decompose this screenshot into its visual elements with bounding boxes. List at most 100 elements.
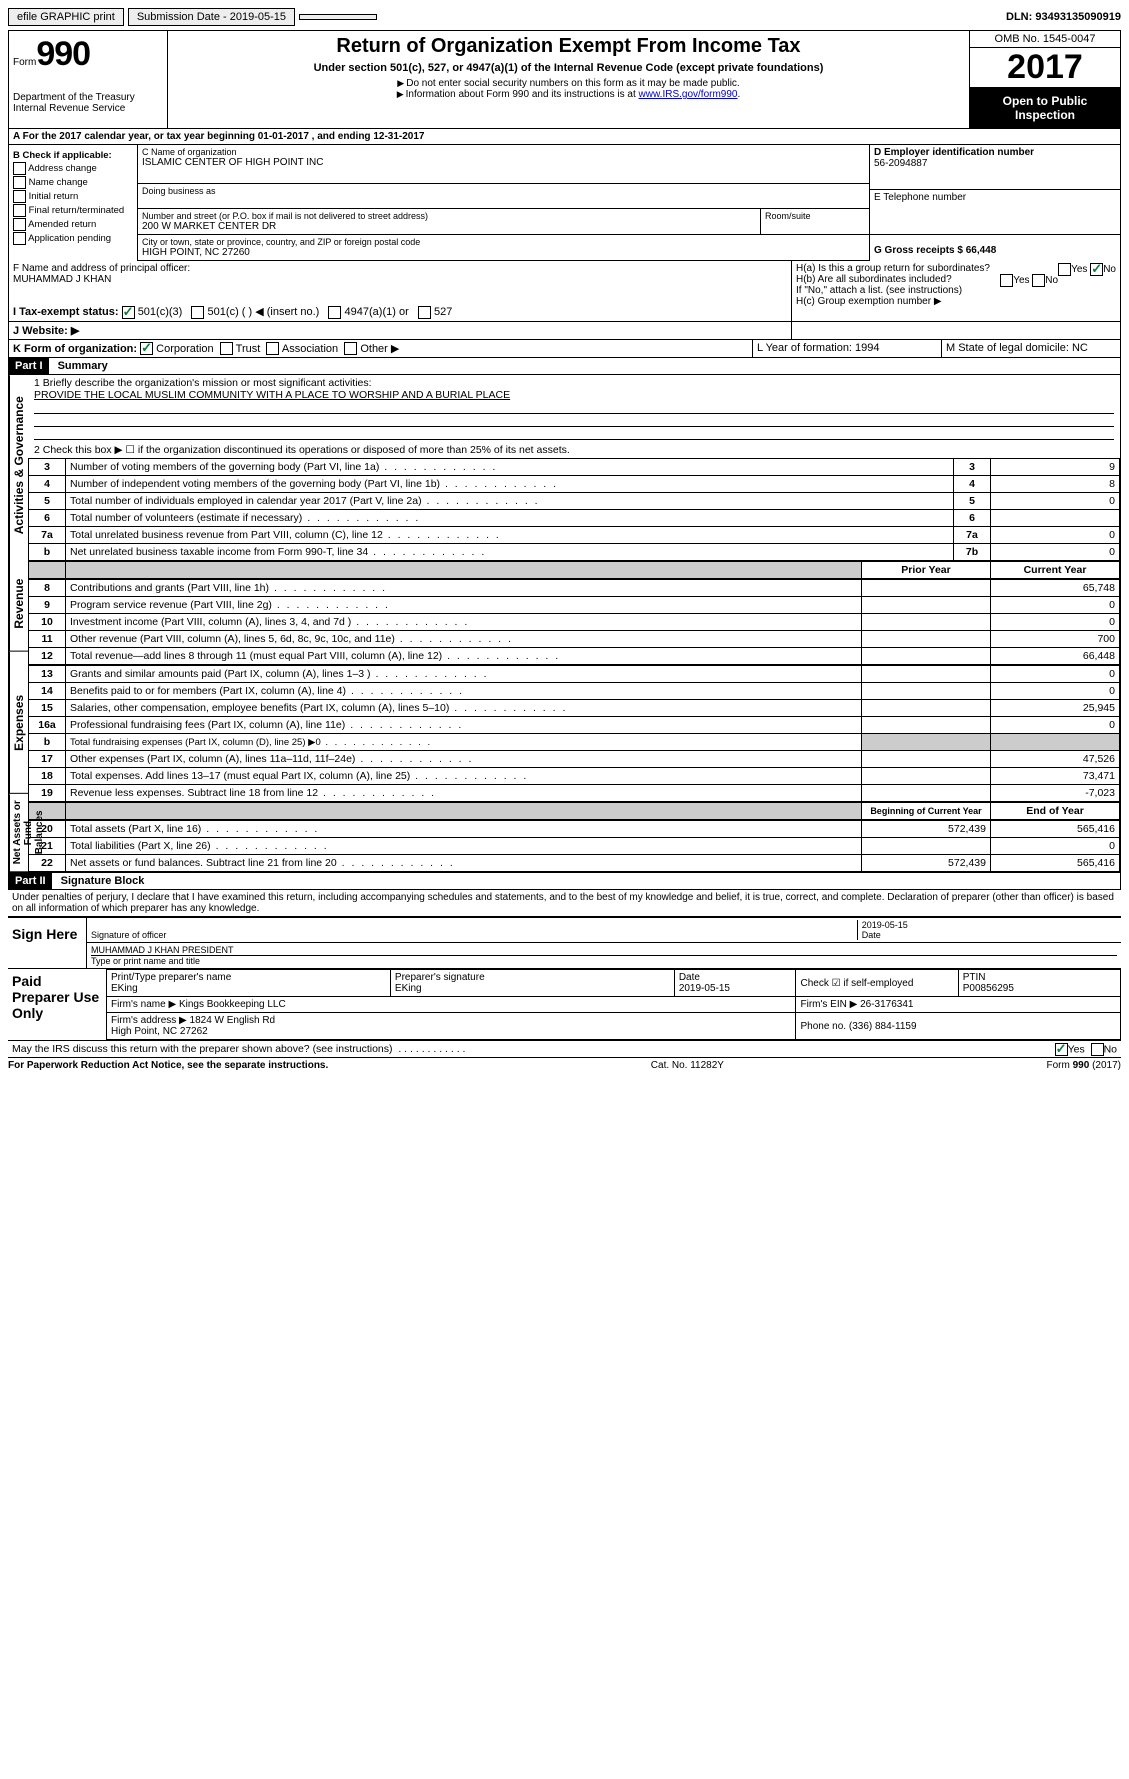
street-value: 200 W MARKET CENTER DR (142, 221, 756, 232)
line-num: 12 (29, 648, 66, 665)
room-label: Room/suite (765, 211, 865, 221)
row-f-h: F Name and address of principal officer:… (8, 261, 1121, 322)
check-name-change[interactable]: Name change (13, 176, 133, 189)
tax-year: 2017 (970, 48, 1120, 88)
line-text: Salaries, other compensation, employee b… (66, 700, 862, 717)
ha-no[interactable] (1090, 263, 1103, 276)
line-num: 16a (29, 717, 66, 734)
check-4947[interactable] (328, 306, 341, 319)
firm-addr-label: Firm's address ▶ (111, 1015, 187, 1026)
prior-value (862, 683, 991, 700)
page-footer: For Paperwork Reduction Act Notice, see … (8, 1057, 1121, 1071)
sig-date: 2019-05-15 (862, 920, 908, 930)
ein-value: 56-2094887 (874, 158, 1116, 169)
org-name-label: C Name of organization (142, 147, 865, 157)
self-employed-check[interactable]: Check ☑ if self-employed (796, 970, 958, 997)
line-num: 5 (29, 493, 66, 510)
ptin-label: PTIN (963, 972, 986, 983)
netassets-table: 20 Total assets (Part X, line 16) 572,43… (28, 820, 1120, 872)
prep-sig: EKing (395, 983, 422, 994)
irs-link[interactable]: www.IRS.gov/form990 (639, 89, 738, 100)
line-text: Grants and similar amounts paid (Part IX… (66, 666, 862, 683)
hb-no[interactable] (1032, 274, 1045, 287)
form-footer-label: Form 990 (2017) (1047, 1060, 1121, 1071)
check-other[interactable] (344, 342, 357, 355)
part2-header-row: Part II Signature Block (8, 873, 1121, 890)
line-num: 3 (29, 459, 66, 476)
part1-body: Activities & Governance Revenue Expenses… (8, 375, 1121, 873)
check-address-change[interactable]: Address change (13, 162, 133, 175)
line-text: Other expenses (Part IX, column (A), lin… (66, 751, 862, 768)
expense-table: 13 Grants and similar amounts paid (Part… (28, 665, 1120, 802)
check-initial-return[interactable]: Initial return (13, 190, 133, 203)
officer-name: MUHAMMAD J KHAN (13, 274, 787, 285)
check-501c3[interactable] (122, 306, 135, 319)
form-title: Return of Organization Exempt From Incom… (172, 35, 965, 58)
line-num: 10 (29, 614, 66, 631)
date-label: Date (862, 930, 881, 940)
header-right: OMB No. 1545-0047 2017 Open to Public In… (969, 31, 1120, 128)
firm-ein: 26-3176341 (860, 999, 913, 1010)
line-box: 5 (954, 493, 991, 510)
check-trust[interactable] (220, 342, 233, 355)
org-name: ISLAMIC CENTER OF HIGH POINT INC (142, 157, 865, 168)
header-center: Return of Organization Exempt From Incom… (168, 31, 969, 128)
row-k: K Form of organization: Corporation Trus… (8, 340, 1121, 359)
part2-title: Signature Block (55, 873, 151, 889)
line2: 2 Check this box ▶ ☐ if the organization… (28, 442, 1120, 458)
line-num: 7a (29, 527, 66, 544)
sig-officer-label: Signature of officer (91, 930, 166, 940)
line-num: 8 (29, 580, 66, 597)
submission-date-button[interactable]: Submission Date - 2019-05-15 (128, 8, 295, 26)
ssn-note: Do not enter social security numbers on … (172, 78, 965, 89)
current-value: 66,448 (991, 648, 1120, 665)
city-label: City or town, state or province, country… (142, 237, 865, 247)
current-value: 0 (991, 666, 1120, 683)
prior-value (862, 648, 991, 665)
line-text: Total number of individuals employed in … (66, 493, 954, 510)
line-num: b (29, 544, 66, 561)
prior-year-header: Prior Year (862, 562, 991, 579)
check-527[interactable] (418, 306, 431, 319)
line-box: 6 (954, 510, 991, 527)
row-a-tax-year: A For the 2017 calendar year, or tax yea… (8, 129, 1121, 145)
firm-name: Kings Bookkeeping LLC (179, 999, 286, 1010)
check-corp[interactable] (140, 342, 153, 355)
check-501c[interactable] (191, 306, 204, 319)
line-num: 22 (29, 855, 66, 872)
check-assoc[interactable] (266, 342, 279, 355)
line-box: 3 (954, 459, 991, 476)
ein-label: D Employer identification number (874, 147, 1116, 158)
line-num: 9 (29, 597, 66, 614)
check-amended[interactable]: Amended return (13, 218, 133, 231)
efile-print-button[interactable]: efile GRAPHIC print (8, 8, 124, 26)
hb-yes[interactable] (1000, 274, 1013, 287)
line-text: Total unrelated business revenue from Pa… (66, 527, 954, 544)
line-num: 15 (29, 700, 66, 717)
part1-title: Summary (52, 358, 114, 374)
ha-yes[interactable] (1058, 263, 1071, 276)
website-label: J Website: ▶ (9, 322, 791, 339)
current-value: 25,945 (991, 700, 1120, 717)
sign-here-label: Sign Here (8, 918, 87, 968)
current-value: 700 (991, 631, 1120, 648)
year-formation: L Year of formation: 1994 (752, 340, 941, 358)
end-year-header: End of Year (991, 803, 1120, 820)
blank-button (299, 14, 377, 20)
prior-value (862, 614, 991, 631)
entity-header-grid: B Check if applicable: Address change Na… (8, 145, 1121, 261)
vlabel-revenue: Revenue (9, 556, 28, 652)
prior-value (862, 717, 991, 734)
prep-name-label: Print/Type preparer's name (111, 972, 231, 983)
top-bar: efile GRAPHIC print Submission Date - 20… (8, 8, 1121, 26)
check-app-pending[interactable]: Application pending (13, 232, 133, 245)
line-text: Program service revenue (Part VIII, line… (66, 597, 862, 614)
penalty-statement: Under penalties of perjury, I declare th… (8, 890, 1121, 916)
discuss-yes[interactable] (1055, 1043, 1068, 1056)
line-num: 17 (29, 751, 66, 768)
check-final-return[interactable]: Final return/terminated (13, 204, 133, 217)
current-value: 0 (991, 717, 1120, 734)
line-num: 4 (29, 476, 66, 493)
firm-phone: (336) 884-1159 (849, 1021, 917, 1032)
discuss-no[interactable] (1091, 1043, 1104, 1056)
